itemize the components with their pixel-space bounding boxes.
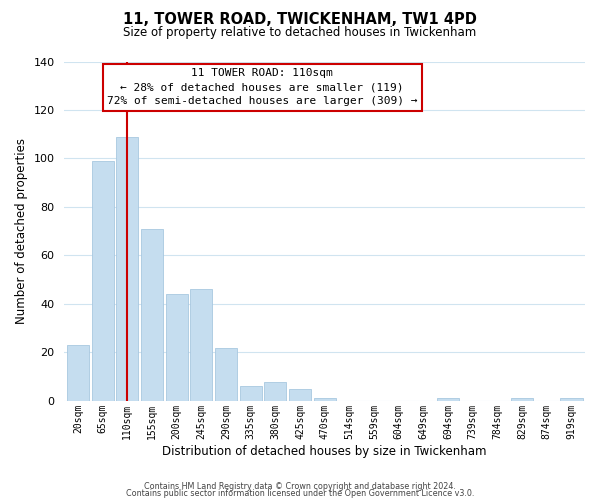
Bar — [67, 345, 89, 401]
Bar — [141, 229, 163, 401]
Bar — [215, 348, 237, 401]
Text: Size of property relative to detached houses in Twickenham: Size of property relative to detached ho… — [124, 26, 476, 39]
Bar — [437, 398, 459, 401]
Bar — [166, 294, 188, 401]
Bar — [92, 161, 114, 401]
Text: 11 TOWER ROAD: 110sqm
← 28% of detached houses are smaller (119)
72% of semi-det: 11 TOWER ROAD: 110sqm ← 28% of detached … — [107, 68, 418, 106]
Bar — [560, 398, 583, 401]
Bar — [289, 389, 311, 401]
Bar — [239, 386, 262, 401]
X-axis label: Distribution of detached houses by size in Twickenham: Distribution of detached houses by size … — [163, 444, 487, 458]
Bar — [511, 398, 533, 401]
Bar — [116, 136, 139, 401]
Bar — [314, 398, 336, 401]
Text: Contains public sector information licensed under the Open Government Licence v3: Contains public sector information licen… — [126, 490, 474, 498]
Bar — [264, 382, 286, 401]
Text: Contains HM Land Registry data © Crown copyright and database right 2024.: Contains HM Land Registry data © Crown c… — [144, 482, 456, 491]
Text: 11, TOWER ROAD, TWICKENHAM, TW1 4PD: 11, TOWER ROAD, TWICKENHAM, TW1 4PD — [123, 12, 477, 28]
Bar — [190, 290, 212, 401]
Y-axis label: Number of detached properties: Number of detached properties — [15, 138, 28, 324]
